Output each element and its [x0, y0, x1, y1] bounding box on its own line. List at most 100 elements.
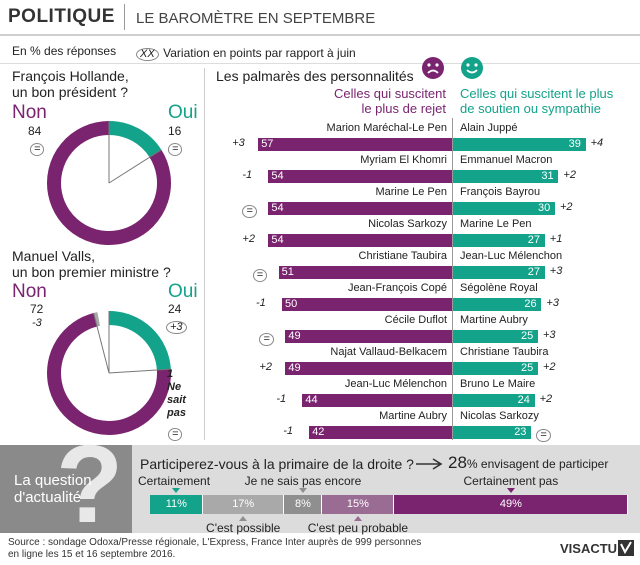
rejet-var: = [242, 201, 257, 219]
primaire-segment-value: 15% [346, 498, 369, 510]
primaire-pointer [506, 488, 515, 493]
valls-nsp-line1: 1 [167, 368, 174, 380]
soutien-value: 26 [524, 298, 537, 310]
header-rule [0, 34, 640, 36]
actualite-box [0, 445, 132, 533]
variation-legend: XX Variation en points par rapport à jui… [136, 44, 356, 62]
actualite-label-line1: La question [14, 472, 92, 489]
valls-question-line2: un bon premier ministre ? [12, 264, 171, 280]
actualite-result-text: % envisagent de participer [466, 457, 609, 471]
arrow-right-icon [416, 458, 443, 470]
primaire-segment-label: C'est peu probable [307, 521, 409, 535]
soutien-var: +1 [549, 233, 563, 245]
soutien-name: Jean-Luc Mélenchon [460, 250, 563, 262]
primaire-segment-label: C'est possible [206, 521, 281, 535]
hollande-non-label: Non [12, 102, 47, 123]
soutien-value: 30 [538, 202, 551, 214]
soutien-bar [453, 426, 532, 439]
soutien-value: 39 [568, 138, 581, 150]
source-note: Source : sondage Odoxa/Presse régionale,… [8, 537, 421, 561]
primaire-segment [283, 495, 323, 514]
valls-nsp-label: 1 Ne sait pas [167, 368, 186, 420]
valls-question-line1: Manuel Valls, [12, 248, 96, 264]
rejet-name: Jean-François Copé [347, 282, 447, 294]
soutien-name: Nicolas Sarkozy [460, 410, 539, 422]
valls-nsp-line3: sait [167, 394, 186, 406]
brand-logo-text: VISACTU [560, 541, 618, 556]
hollande-non-value: 84 [28, 124, 42, 138]
soutien-value: 25 [521, 330, 534, 342]
rejet-name: Marine Le Pen [375, 186, 447, 198]
hollande-question-line2: un bon président ? [12, 84, 128, 100]
rejet-name: Cécile Duflot [384, 314, 447, 326]
hollande-oui-var: = [168, 139, 183, 157]
soutien-var: +2 [543, 361, 556, 373]
rejet-var: = [259, 329, 274, 347]
page-title: POLITIQUE [8, 6, 115, 27]
soutien-bar [453, 138, 586, 151]
rejet-var: -1 [276, 393, 287, 405]
rejet-value: 50 [285, 298, 298, 310]
primaire-segment-value: 17% [232, 498, 255, 510]
soutien-bar [453, 298, 542, 311]
hollande-slice-oui [108, 121, 162, 158]
valls-nsp-line4: pas [167, 407, 186, 419]
rejet-var-text: = [242, 205, 257, 218]
rejet-header-line2: le plus de rejet [361, 101, 446, 116]
rejet-var: -1 [283, 425, 293, 437]
soutien-bar [453, 266, 545, 279]
soutien-var: +2 [563, 169, 576, 181]
rejet-bar [285, 330, 452, 343]
rejet-value: 49 [288, 330, 301, 342]
valls-question: Manuel Valls, un bon premier ministre ? [12, 248, 171, 280]
soutien-name: Alain Juppé [460, 122, 518, 134]
primaire-segment-value: 11% [165, 498, 187, 510]
soutien-header-line1: Celles qui suscitent le plus [460, 86, 614, 101]
page-subtitle: LE BAROMÈTRE EN SEPTEMBRE [136, 10, 376, 27]
soutien-name: François Bayrou [460, 186, 541, 198]
soutien-bar [453, 202, 555, 215]
legend-rule [0, 63, 640, 64]
valls-oui-var: +3 [166, 317, 187, 335]
source-line2: en ligne les 15 et 16 septembre 2016. [8, 549, 176, 560]
valls-non-var: -3 [32, 317, 42, 329]
primaire-pointer [239, 516, 248, 521]
rejet-value: 57 [261, 138, 274, 150]
rejet-name: Christiane Taubira [358, 250, 447, 262]
soutien-value: 27 [527, 234, 541, 246]
primaire-segment-label: Je ne sais pas encore [244, 474, 362, 488]
rejet-bar [268, 170, 452, 183]
soutien-name: Christiane Taubira [460, 346, 549, 358]
variation-symbol: XX [136, 48, 159, 61]
valls-nsp-var-text: = [168, 428, 183, 441]
column-divider [204, 68, 205, 440]
rejet-value: 51 [281, 266, 294, 278]
primaire-segment [322, 495, 394, 514]
soutien-header-line2: de soutien ou sympathie [460, 101, 601, 116]
valls-non-label: Non [12, 281, 47, 302]
rejet-name: Nicolas Sarkozy [368, 218, 447, 230]
valls-oui-label: Oui [168, 281, 198, 302]
valls-divider-line [93, 312, 110, 374]
hollande-slice-non [47, 121, 171, 245]
hollande-oui-label: Oui [168, 102, 198, 123]
rejet-var: -1 [256, 297, 266, 309]
header-separator [124, 4, 125, 30]
hollande-oui-value: 16 [168, 124, 182, 138]
valls-non-value: 72 [30, 302, 44, 316]
soutien-name: Ségolène Royal [460, 282, 538, 294]
rejet-var: +3 [232, 137, 245, 149]
valls-donut-chart [47, 311, 171, 435]
rejet-var: -1 [242, 169, 253, 181]
primaire-segment [202, 495, 284, 514]
rejet-name: Marion Maréchal-Le Pen [326, 122, 447, 134]
soutien-bar [453, 362, 538, 375]
soutien-name: Marine Le Pen [460, 218, 532, 230]
primaire-segment-label: Certainement [138, 474, 211, 488]
rejet-var: +2 [242, 233, 255, 245]
palmares-axis [452, 118, 453, 440]
rejet-value: 44 [305, 394, 318, 406]
soutien-name: Emmanuel Macron [460, 154, 553, 166]
hollande-question-line1: François Hollande, [12, 68, 129, 84]
